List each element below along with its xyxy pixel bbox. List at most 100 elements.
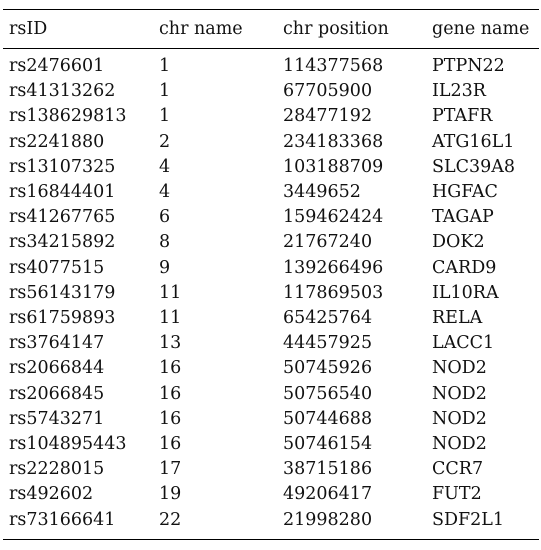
- rsid-cell: rs56143179: [9, 282, 116, 303]
- table-row: rs16844401 4 3449652 HGFAC: [3, 180, 539, 205]
- chr-name-cell: 1: [159, 81, 171, 102]
- table-row: rs41267765 6 159462424 TAGAP: [3, 205, 539, 230]
- chr-name-cell: 6: [159, 207, 171, 228]
- table-row: rs138629813 1 28477192 PTAFR: [3, 104, 539, 129]
- rsid-cell: rs2241880: [9, 131, 105, 152]
- gene-name-cell: CARD9: [432, 257, 497, 278]
- chr-name-cell: 16: [159, 358, 182, 379]
- gene-name-cell: DOK2: [432, 232, 485, 253]
- table-row: rs4077515 9 139266496 CARD9: [3, 256, 539, 281]
- chr-name-cell: 16: [159, 383, 182, 404]
- rsid-cell: rs4077515: [9, 257, 105, 278]
- rsid-cell: rs2476601: [9, 56, 105, 76]
- chr-name-cell: 1: [159, 106, 171, 127]
- gene-name-cell: CCR7: [432, 459, 484, 480]
- chr-name-cell: 13: [159, 333, 182, 354]
- rsid-cell: rs61759893: [9, 308, 116, 329]
- rsid-cell: rs41313262: [9, 81, 116, 102]
- gene-name-cell: SDF2L1: [432, 509, 505, 530]
- gene-name-cell: NOD2: [432, 358, 487, 379]
- chr-position-cell: 234183368: [283, 131, 384, 152]
- rsid-cell: rs138629813: [9, 106, 127, 127]
- rsid-cell: rs41267765: [9, 207, 116, 228]
- rsid-cell: rs2066845: [9, 383, 105, 404]
- chr-name-cell: 16: [159, 408, 182, 429]
- chr-position-cell: 28477192: [283, 106, 373, 127]
- chr-position-cell: 50745926: [283, 358, 373, 379]
- chr-name-cell: 8: [159, 232, 171, 253]
- chr-position-cell: 117869503: [283, 282, 384, 303]
- gene-name-cell: TAGAP: [432, 207, 494, 228]
- chr-position-cell: 21998280: [283, 509, 373, 530]
- header-chr-position: chr position: [283, 19, 389, 39]
- table-row: rs2228015 17 38715186 CCR7: [3, 457, 539, 482]
- table-row: rs34215892 8 21767240 DOK2: [3, 230, 539, 255]
- gene-name-cell: HGFAC: [432, 182, 498, 203]
- table-row: rs5743271 16 50744688 NOD2: [3, 407, 539, 432]
- gene-name-cell: IL10RA: [432, 282, 499, 303]
- table-row: rs2241880 2 234183368 ATG16L1: [3, 130, 539, 155]
- snp-table-container: rsID chr name chr position gene name rs2…: [3, 9, 539, 540]
- chr-position-cell: 50746154: [283, 434, 373, 455]
- rsid-cell: rs2066844: [9, 358, 105, 379]
- chr-position-cell: 3449652: [283, 182, 361, 203]
- chr-name-cell: 17: [159, 459, 182, 480]
- rsid-cell: rs34215892: [9, 232, 116, 253]
- table-body: rs2476601 1 114377568 PTPN22 rs41313262 1 6770…: [3, 48, 539, 540]
- chr-position-cell: 65425764: [283, 308, 373, 329]
- chr-name-cell: 11: [159, 308, 182, 329]
- chr-position-cell: 44457925: [283, 333, 373, 354]
- gene-name-cell: PTAFR: [432, 106, 493, 127]
- gene-name-cell: PTPN22: [432, 56, 505, 76]
- table-row: rs13107325 4 103188709 SLC39A8: [3, 155, 539, 180]
- chr-position-cell: 49206417: [283, 484, 373, 505]
- gene-name-cell: LACC1: [432, 333, 495, 354]
- chr-position-cell: 50756540: [283, 383, 373, 404]
- header-chr-name: chr name: [159, 19, 243, 39]
- chr-position-cell: 38715186: [283, 459, 373, 480]
- rsid-cell: rs5743271: [9, 408, 105, 429]
- rsid-cell: rs492602: [9, 484, 94, 505]
- table-row: rs2066844 16 50745926 NOD2: [3, 356, 539, 381]
- gene-name-cell: ATG16L1: [432, 131, 515, 152]
- chr-position-cell: 114377568: [283, 56, 384, 76]
- chr-name-cell: 4: [159, 156, 171, 177]
- chr-name-cell: 16: [159, 434, 182, 455]
- table-row: rs2066845 16 50756540 NOD2: [3, 382, 539, 407]
- table-row: rs3764147 13 44457925 LACC1: [3, 331, 539, 356]
- chr-name-cell: 11: [159, 282, 182, 303]
- rsid-cell: rs3764147: [9, 333, 105, 354]
- chr-position-cell: 103188709: [283, 156, 384, 177]
- table-row: rs104895443 16 50746154 NOD2: [3, 432, 539, 457]
- rsid-cell: rs2228015: [9, 459, 105, 480]
- table-row: rs61759893 11 65425764 RELA: [3, 306, 539, 331]
- table-row: rs56143179 11 117869503 IL10RA: [3, 281, 539, 306]
- chr-name-cell: 9: [159, 257, 171, 278]
- chr-name-cell: 4: [159, 182, 171, 203]
- table-row: rs41313262 1 67705900 IL23R: [3, 79, 539, 104]
- chr-position-cell: 67705900: [283, 81, 373, 102]
- table-row: rs2476601 1 114377568 PTPN22: [3, 48, 539, 80]
- rsid-cell: rs16844401: [9, 182, 116, 203]
- gene-name-cell: FUT2: [432, 484, 482, 505]
- chr-position-cell: 50744688: [283, 408, 373, 429]
- rsid-cell: rs13107325: [9, 156, 116, 177]
- chr-position-cell: 139266496: [283, 257, 384, 278]
- table-row: rs73166641 22 21998280 SDF2L1: [3, 508, 539, 540]
- header-gene-name: gene name: [432, 19, 530, 39]
- rsid-cell: rs104895443: [9, 434, 127, 455]
- rsid-cell: rs73166641: [9, 509, 116, 530]
- chr-position-cell: 21767240: [283, 232, 373, 253]
- gene-name-cell: IL23R: [432, 81, 486, 102]
- gene-name-cell: NOD2: [432, 408, 487, 429]
- snp-table: rsID chr name chr position gene name rs2…: [3, 9, 539, 540]
- chr-name-cell: 1: [159, 56, 171, 76]
- chr-name-cell: 19: [159, 484, 182, 505]
- gene-name-cell: RELA: [432, 308, 483, 329]
- chr-name-cell: 22: [159, 509, 182, 530]
- gene-name-cell: NOD2: [432, 434, 487, 455]
- table-header: rsID chr name chr position gene name: [3, 9, 539, 49]
- gene-name-cell: NOD2: [432, 383, 487, 404]
- header-row: rsID chr name chr position gene name: [3, 9, 539, 49]
- table-row: rs492602 19 49206417 FUT2: [3, 482, 539, 507]
